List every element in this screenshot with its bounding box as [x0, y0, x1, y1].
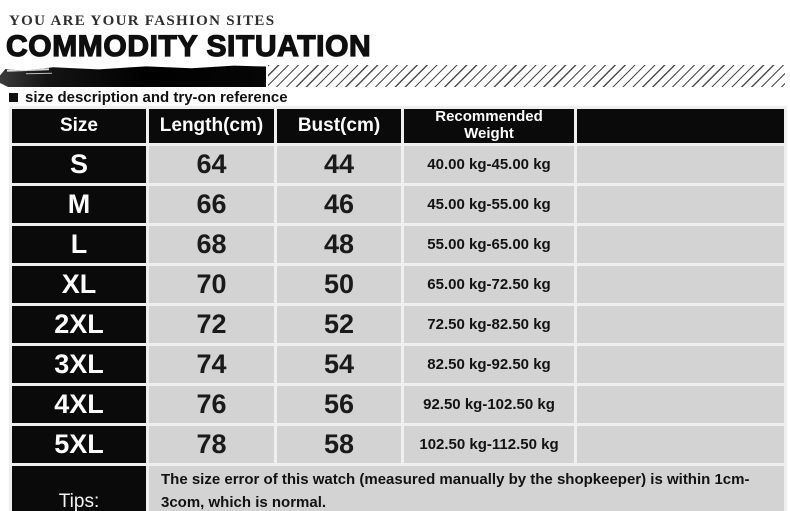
square-bullet-icon	[9, 93, 18, 102]
weight-cell: 40.00 kg-45.00 kg	[404, 145, 574, 183]
size-cell: 2XL	[12, 305, 146, 343]
column-header-size: Size	[12, 109, 146, 143]
size-cell: XL	[12, 265, 146, 303]
empty-cell	[577, 185, 784, 223]
length-cell: 72	[149, 305, 274, 343]
table-row: M 66 46 45.00 kg-55.00 kg	[12, 185, 784, 223]
tips-label: Tips:	[12, 465, 146, 511]
length-cell: 76	[149, 385, 274, 423]
weight-cell: 55.00 kg-65.00 kg	[404, 225, 574, 263]
bust-cell: 50	[277, 265, 401, 303]
weight-cell: 102.50 kg-112.50 kg	[404, 425, 574, 463]
weight-cell: 45.00 kg-55.00 kg	[404, 185, 574, 223]
table-row: L 68 48 55.00 kg-65.00 kg	[12, 225, 784, 263]
length-cell: 64	[149, 145, 274, 183]
tips-line-1: The size error of this watch (measured m…	[161, 470, 750, 511]
length-cell: 68	[149, 225, 274, 263]
column-header-length: Length(cm)	[149, 109, 274, 143]
diagonal-hatch-stripe	[268, 65, 785, 87]
empty-cell	[577, 425, 784, 463]
size-cell: S	[12, 145, 146, 183]
size-table: Size Length(cm) Bust(cm) Recommended Wei…	[9, 106, 787, 511]
length-cell: 70	[149, 265, 274, 303]
tips-text: The size error of this watch (measured m…	[149, 465, 784, 511]
brush-scratch-mark	[6, 68, 50, 72]
size-cell: 4XL	[12, 385, 146, 423]
bust-cell: 58	[277, 425, 401, 463]
brush-stroke-decoration	[0, 65, 266, 87]
length-cell: 74	[149, 345, 274, 383]
banner-tagline: YOU ARE YOUR FASHION SITES	[9, 13, 276, 29]
bust-cell: 46	[277, 185, 401, 223]
weight-cell: 92.50 kg-102.50 kg	[404, 385, 574, 423]
table-row: 2XL 72 52 72.50 kg-82.50 kg	[12, 305, 784, 343]
size-cell: 5XL	[12, 425, 146, 463]
empty-cell	[577, 305, 784, 343]
size-cell: L	[12, 225, 146, 263]
bust-cell: 52	[277, 305, 401, 343]
brush-scratch-mark	[25, 72, 53, 75]
empty-cell	[577, 145, 784, 183]
weight-cell: 72.50 kg-82.50 kg	[404, 305, 574, 343]
column-header-bust: Bust(cm)	[277, 109, 401, 143]
table-row: 5XL 78 58 102.50 kg-112.50 kg	[12, 425, 784, 463]
empty-cell	[577, 225, 784, 263]
table-row: XL 70 50 65.00 kg-72.50 kg	[12, 265, 784, 303]
table-row: 3XL 74 54 82.50 kg-92.50 kg	[12, 345, 784, 383]
length-cell: 78	[149, 425, 274, 463]
bust-cell: 44	[277, 145, 401, 183]
page-title: COMMODITY SITUATION	[5, 30, 372, 63]
bust-cell: 48	[277, 225, 401, 263]
section-label: size description and try-on reference	[25, 89, 288, 106]
bust-cell: 56	[277, 385, 401, 423]
size-cell: M	[12, 185, 146, 223]
size-cell: 3XL	[12, 345, 146, 383]
table-row: 4XL 76 56 92.50 kg-102.50 kg	[12, 385, 784, 423]
weight-cell: 82.50 kg-92.50 kg	[404, 345, 574, 383]
column-header-weight: Recommended Weight	[404, 108, 574, 143]
table-row: S 64 44 40.00 kg-45.00 kg	[12, 145, 784, 183]
tips-row: Tips: The size error of this watch (meas…	[12, 465, 784, 511]
empty-cell	[577, 265, 784, 303]
column-header-empty	[577, 109, 784, 143]
table-header-row: Size Length(cm) Bust(cm) Recommended Wei…	[12, 108, 784, 143]
weight-cell: 65.00 kg-72.50 kg	[404, 265, 574, 303]
bust-cell: 54	[277, 345, 401, 383]
empty-cell	[577, 385, 784, 423]
empty-cell	[577, 345, 784, 383]
section-heading: size description and try-on reference	[9, 89, 790, 106]
banner-decoration-row	[0, 65, 790, 87]
length-cell: 66	[149, 185, 274, 223]
